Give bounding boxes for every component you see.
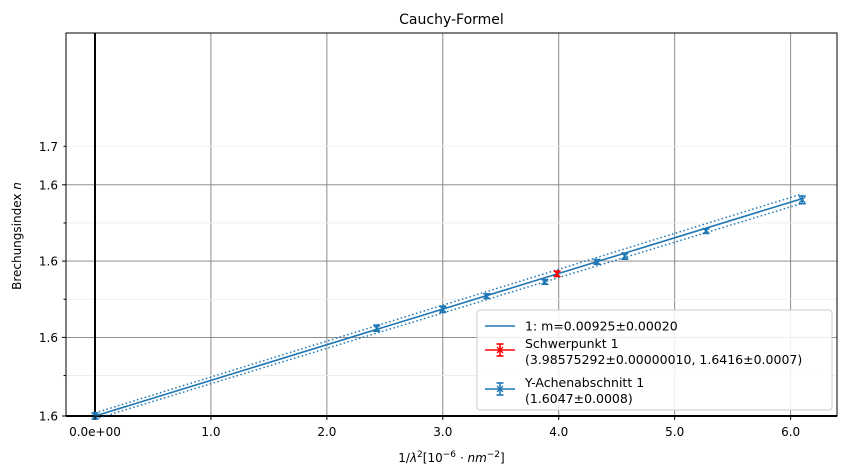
legend-label: Y-Achenabschnitt 1 (524, 375, 644, 390)
x-axis-label: 1/λ2[10−6 · nm−2] (398, 450, 504, 465)
point-marker (373, 324, 381, 332)
data-point (621, 252, 629, 260)
point-marker (483, 292, 491, 300)
legend: 1: m=0.00925±0.00020 Schwerpunkt 1(3.9857… (476, 309, 833, 411)
plot-frame (65, 32, 838, 417)
y-tick-label: 1.7 (39, 140, 58, 154)
x-tick-label: 6.0 (781, 425, 800, 439)
legend-marker (496, 346, 504, 354)
series-schwerpunkt (553, 270, 561, 278)
data-point (439, 305, 447, 314)
legend-label-value: (3.98575292±0.00000010, 1.6416±0.0007) (525, 352, 802, 367)
data-point (483, 292, 491, 300)
tick-group: 0.0e+00 1.0 2.0 3.0 4.0 5.0 6.0 1.6 1.6 1.6 1.6 1.7 (39, 140, 800, 439)
x-tick-label: 1.0 (201, 425, 220, 439)
data-point (553, 270, 561, 278)
point-marker (541, 278, 549, 286)
data-point (702, 227, 710, 235)
point-marker (553, 270, 561, 278)
legend-label: Schwerpunkt 1 (525, 336, 619, 351)
point-marker (621, 252, 629, 260)
point-marker (593, 258, 601, 266)
x-tick-label: 3.0 (433, 425, 452, 439)
fit-line (94, 197, 803, 417)
legend-box (476, 309, 833, 411)
x-tick-label: 0.0e+00 (69, 425, 121, 439)
x-tick-label: 5.0 (665, 425, 684, 439)
point-marker (798, 196, 806, 204)
fit-band-lower (94, 202, 803, 420)
y-axis-label: Brechungsindex n (10, 182, 24, 290)
chart-title: Cauchy-Formel (399, 12, 504, 28)
fit-group (94, 193, 803, 420)
data-point (541, 278, 549, 286)
y-tick-label: 1.6 (39, 255, 58, 269)
data-point (798, 195, 806, 205)
x-tick-label: 4.0 (549, 425, 568, 439)
y-tick-label: 1.6 (39, 410, 58, 424)
y-tick-label: 1.6 (39, 178, 58, 192)
point-marker (702, 227, 710, 235)
data-point (593, 258, 601, 266)
point-marker (439, 305, 447, 313)
legend-label-value: (1.6047±0.0008) (525, 391, 633, 406)
fit-band-upper (94, 193, 803, 414)
x-tick-label: 2.0 (317, 425, 336, 439)
legend-label: 1: m=0.00925±0.00020 (525, 319, 678, 334)
legend-marker (496, 385, 504, 393)
y-tick-label: 1.6 (39, 331, 58, 345)
data-point (373, 324, 381, 333)
